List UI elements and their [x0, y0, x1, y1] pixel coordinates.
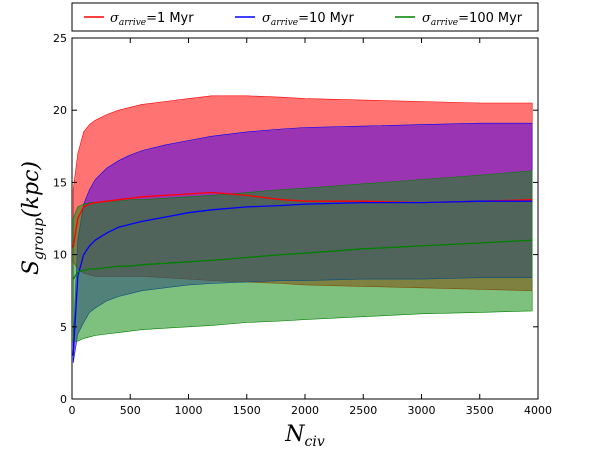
series-bands [72, 95, 533, 363]
x-tick-label: 500 [120, 404, 141, 417]
line-series-2 [72, 200, 533, 356]
y-tick-label: 5 [60, 321, 67, 334]
y-tick-label: 0 [60, 393, 67, 406]
line-series-1 [72, 191, 533, 248]
legend-label-2: σarrive=10 Myr [262, 11, 355, 28]
y-tick-label: 15 [53, 176, 67, 189]
legend-label-3: σarrive=100 Myr [422, 11, 523, 28]
x-tick-label: 1500 [233, 404, 261, 417]
x-axis-label: Nciv [284, 422, 325, 450]
x-tick-label: 1000 [175, 404, 203, 417]
y-tick-label: 10 [53, 249, 67, 262]
legend-label-1: σarrive=1 Myr [110, 11, 194, 28]
line-series-3 [72, 239, 533, 280]
y-axis: 0 5 10 15 20 25 [53, 32, 538, 406]
legend-entry-2: σarrive=10 Myr [235, 11, 355, 28]
y-tick-label: 25 [53, 32, 67, 45]
y-axis-label: Sgroup(kpc) [19, 161, 47, 275]
x-tick-label: 4000 [524, 404, 552, 417]
legend-frame [71, 2, 539, 32]
legend-entry-1: σarrive=1 Myr [84, 11, 194, 28]
legend-entry-3: σarrive=100 Myr [395, 11, 523, 28]
x-tick-label: 3500 [466, 404, 494, 417]
x-tick-label: 2000 [291, 404, 319, 417]
x-tick-label: 0 [69, 404, 76, 417]
series-lines [72, 191, 533, 356]
legend: σarrive=1 Myr σarrive=10 Myr σarrive=100 My… [71, 2, 539, 32]
x-axis: 0 500 1000 1500 2000 2500 3000 3500 4000 [69, 38, 552, 417]
x-tick-label: 2500 [349, 404, 377, 417]
x-tick-label: 3000 [408, 404, 436, 417]
y-tick-label: 20 [53, 104, 67, 117]
